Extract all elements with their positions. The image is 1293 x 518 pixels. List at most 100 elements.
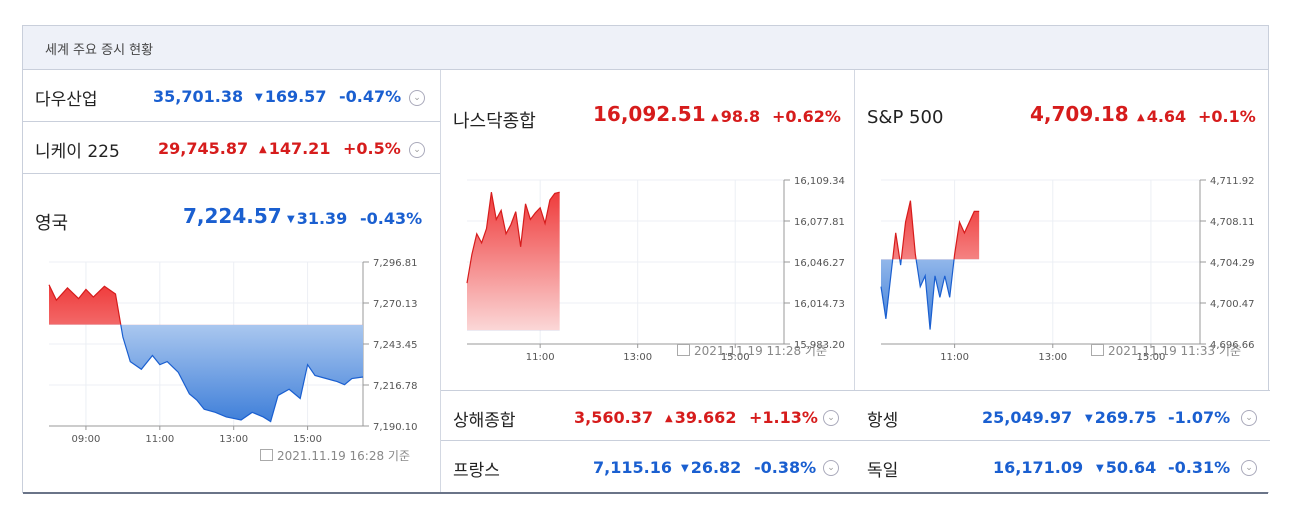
row-germany[interactable]: 독일 16,171.09 ▼ 50.64 -0.31% ⌄	[855, 441, 1270, 492]
sp500-change: ▲ 4.64	[1137, 107, 1186, 126]
row-france-value: 7,115.16	[593, 458, 672, 477]
row-france-change-value: 26.82	[690, 458, 742, 477]
row-france-pct: -0.38%	[754, 458, 817, 477]
row-france-change: ▼ 26.82	[681, 458, 741, 477]
y-tick-label: 4,696.66	[1210, 340, 1255, 351]
row-germany-pct: -0.31%	[1168, 458, 1231, 477]
y-tick-label: 7,270.13	[373, 299, 418, 310]
nasdaq-title[interactable]: 나스닥종합	[453, 111, 536, 132]
y-tick-label: 4,708.11	[1210, 217, 1255, 228]
sp500-stamp-text: 2021.11.19 11:33 기준	[1108, 344, 1241, 358]
uk-title[interactable]: 영국	[35, 213, 69, 234]
x-tick-label: 11:00	[145, 434, 174, 445]
series-line-up	[466, 191, 560, 284]
panel-title: 세계 주요 증시 현황	[45, 43, 154, 58]
chevron-down-icon[interactable]: ⌄	[1241, 460, 1257, 476]
y-tick-label: 7,190.10	[373, 422, 418, 433]
x-tick-label: 15:00	[721, 352, 750, 363]
y-tick-label: 16,014.73	[794, 299, 845, 310]
bottom-border	[23, 492, 1268, 494]
calendar-icon	[677, 344, 690, 356]
y-tick-label: 4,700.47	[1210, 299, 1255, 310]
uk-value: 7,224.57	[183, 204, 282, 228]
y-tick-label: 7,296.81	[373, 258, 418, 269]
uk-change-value: 31.39	[296, 209, 348, 228]
x-tick-label: 11:00	[526, 352, 555, 363]
row-nikkei-value: 29,745.87	[158, 139, 249, 158]
row-dow[interactable]: 다우산업 35,701.38 ▼ 169.57 -0.47% ⌄	[23, 70, 441, 122]
x-tick-label: 13:00	[1038, 352, 1067, 363]
sp500-chart-section: S&P 500 4,709.18 ▲ 4.64 +0.1% 4,711.92 4,7…	[855, 70, 1270, 390]
row-nikkei[interactable]: 니케이 225 29,745.87 ▲ 147.21 +0.5% ⌄	[23, 122, 441, 174]
up-arrow-icon: ▲	[1137, 112, 1145, 123]
row-germany-name[interactable]: 독일	[867, 461, 899, 481]
panel-header: 세계 주요 증시 현황	[23, 26, 1268, 70]
row-dow-pct: -0.47%	[339, 87, 402, 106]
row-dow-name[interactable]: 다우산업	[35, 90, 98, 110]
sp500-change-value: 4.64	[1146, 107, 1187, 126]
row-nikkei-name[interactable]: 니케이 225	[35, 142, 120, 162]
row-shanghai[interactable]: 상해종합 3,560.37 ▲ 39.662 +1.13% ⌄	[441, 390, 855, 441]
uk-change: ▼ 31.39	[287, 209, 347, 228]
row-shanghai-pct: +1.13%	[749, 408, 818, 427]
uk-stamp-text: 2021.11.19 16:28 기준	[277, 449, 410, 463]
row-shanghai-name[interactable]: 상해종합	[453, 411, 516, 431]
row-hangseng-change: ▼ 269.75	[1085, 408, 1156, 427]
down-arrow-icon: ▼	[287, 214, 295, 225]
uk-pct: -0.43%	[360, 209, 423, 228]
uk-stamp: 2021.11.19 16:28 기준	[260, 447, 410, 464]
sp500-value: 4,709.18	[1030, 102, 1129, 126]
series-line-down	[120, 324, 364, 423]
calendar-icon	[1091, 344, 1104, 356]
row-hangseng-name[interactable]: 항셍	[867, 411, 899, 431]
area-up	[49, 284, 121, 325]
sp500-stamp: 2021.11.19 11:33 기준	[1091, 342, 1241, 359]
y-tick-label: 16,109.34	[794, 176, 845, 187]
uk-chart-section: 영국 7,224.57 ▼ 31.39 -0.43% 7,296.81 7,270.…	[23, 174, 441, 492]
world-indices-panel: 세계 주요 증시 현황 다우산업 35,701.38 ▼ 169.57 -0.47…	[22, 25, 1270, 494]
calendar-icon	[260, 449, 273, 461]
nasdaq-value: 16,092.51	[593, 102, 706, 126]
row-nikkei-pct: +0.5%	[343, 139, 401, 158]
x-tick-label: 13:00	[623, 352, 652, 363]
up-arrow-icon: ▲	[259, 144, 267, 155]
row-france-name[interactable]: 프랑스	[453, 461, 500, 481]
row-hangseng-change-value: 269.75	[1094, 408, 1157, 427]
y-tick-label: 16,077.81	[794, 217, 845, 228]
sp500-chart: 4,711.92 4,708.11 4,704.29 4,700.47 4,696.66…	[880, 176, 1255, 363]
chevron-down-icon[interactable]: ⌄	[409, 142, 425, 158]
row-dow-change: ▼ 169.57	[255, 87, 326, 106]
series-line-down	[880, 259, 955, 330]
y-tick-label: 4,704.29	[1210, 258, 1255, 269]
row-france[interactable]: 프랑스 7,115.16 ▼ 26.82 -0.38% ⌄	[441, 441, 855, 492]
down-arrow-icon: ▼	[681, 463, 689, 474]
area-down	[881, 259, 955, 330]
down-arrow-icon: ▼	[255, 92, 263, 103]
row-hangseng-value: 25,049.97	[982, 408, 1073, 427]
up-arrow-icon: ▲	[665, 413, 673, 424]
row-dow-value: 35,701.38	[153, 87, 244, 106]
y-tick-label: 7,216.78	[373, 381, 418, 392]
chevron-down-icon[interactable]: ⌄	[1241, 410, 1257, 426]
row-shanghai-change-value: 39.662	[674, 408, 737, 427]
nasdaq-stamp-text: 2021.11.19 11:28 기준	[694, 344, 827, 358]
down-arrow-icon: ▼	[1096, 463, 1104, 474]
y-tick-label: 7,243.45	[373, 340, 418, 351]
chevron-down-icon[interactable]: ⌄	[409, 90, 425, 106]
row-hangseng-pct: -1.07%	[1168, 408, 1231, 427]
sp500-title[interactable]: S&P 500	[867, 107, 944, 128]
nasdaq-chart-section: 나스닥종합 16,092.51 ▲ 98.8 +0.62% 16,109.34 16…	[441, 70, 854, 390]
column-divider	[854, 70, 855, 492]
row-germany-change-value: 50.64	[1105, 458, 1157, 477]
x-tick-label: 09:00	[72, 434, 101, 445]
row-dow-change-value: 169.57	[264, 87, 327, 106]
row-nikkei-change: ▲ 147.21	[259, 139, 330, 158]
area-up	[467, 192, 560, 331]
y-tick-label: 16,046.27	[794, 258, 845, 269]
chevron-down-icon[interactable]: ⌄	[823, 410, 839, 426]
row-hangseng[interactable]: 항셍 25,049.97 ▼ 269.75 -1.07% ⌄	[855, 390, 1270, 441]
series-line-up	[892, 200, 980, 260]
x-tick-label: 15:00	[293, 434, 322, 445]
chevron-down-icon[interactable]: ⌄	[823, 460, 839, 476]
area-up	[881, 200, 980, 260]
